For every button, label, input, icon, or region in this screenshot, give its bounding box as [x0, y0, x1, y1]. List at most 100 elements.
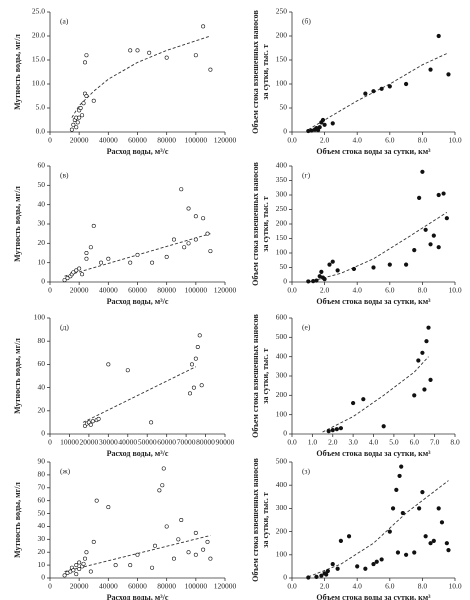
data-point [395, 550, 401, 555]
data-point [423, 227, 428, 232]
y-axis-label: Мутность воды, мг/л [13, 186, 22, 262]
data-point [96, 416, 101, 421]
data-point [188, 391, 193, 396]
data-point [195, 344, 200, 349]
data-point [128, 48, 133, 53]
data-point [314, 278, 319, 283]
x-tick-label: 10.0 [448, 582, 461, 591]
data-point [355, 564, 360, 569]
x-tick-label: 20000 [70, 136, 89, 145]
y-tick-label: 300 [276, 190, 288, 199]
data-point [74, 268, 79, 273]
data-point [135, 252, 140, 257]
data-point [164, 55, 169, 60]
data-point [387, 84, 392, 89]
y-tick-label: 50 [280, 103, 288, 112]
data-point [306, 279, 311, 284]
data-point [208, 556, 213, 561]
data-point [75, 120, 80, 125]
y-tick-label: 200 [276, 526, 288, 535]
data-point [335, 268, 340, 273]
x-tick-label: 10.0 [448, 136, 461, 145]
y-tick-label: 100 [276, 248, 288, 257]
data-point [420, 169, 425, 174]
data-point [439, 520, 445, 525]
y-tick-label: 500 [276, 332, 288, 341]
data-point [306, 575, 311, 580]
data-point [381, 424, 386, 429]
y-tick-label: 10 [38, 560, 46, 569]
data-point [62, 573, 67, 578]
trend-line [308, 480, 449, 578]
data-point [84, 94, 89, 99]
y-tick-label: 200 [276, 31, 288, 40]
data-point [436, 506, 441, 511]
y-tick-label: 10.0 [32, 79, 45, 88]
data-point [363, 91, 368, 96]
data-point [208, 249, 213, 254]
data-point [77, 566, 82, 571]
data-point [197, 333, 202, 338]
x-axis-label: Объем стока воды за сутки, км³ [316, 449, 431, 458]
y-tick-label: 20 [38, 547, 46, 556]
y-tick-label: 5.0 [36, 103, 46, 112]
x-tick-label: 2.0 [320, 286, 330, 295]
data-point [317, 125, 322, 130]
y-axis-label: за сутки, тыс. т [261, 492, 270, 548]
data-point [446, 72, 451, 77]
data-point [71, 122, 76, 127]
data-point [77, 560, 82, 565]
y-tick-label: 50 [280, 262, 288, 271]
data-point [84, 256, 89, 261]
x-tick-label: 0.0 [287, 438, 297, 447]
data-point [125, 368, 130, 373]
data-point [150, 260, 155, 265]
data-point [201, 216, 206, 221]
data-point [338, 426, 344, 431]
y-tick-label: 40 [38, 199, 46, 208]
y-tick-label: 500 [276, 457, 288, 466]
data-point [69, 127, 74, 132]
data-point [436, 245, 441, 250]
data-point [128, 563, 133, 568]
data-point [106, 256, 111, 261]
data-point [394, 487, 399, 492]
data-point [371, 89, 376, 94]
data-point [189, 362, 194, 367]
y-tick-label: 150 [276, 233, 288, 242]
data-point [397, 473, 402, 479]
y-tick-label: 20 [38, 406, 46, 415]
x-tick-label: 6.0 [410, 438, 420, 447]
panel-label: (а) [60, 17, 69, 26]
data-point [182, 245, 187, 250]
y-tick-label: 30 [38, 534, 46, 543]
x-tick-label: 7.0 [430, 438, 440, 447]
y-axis-label: Объем стока взвешенных наносов [251, 10, 260, 134]
panel: 0 10 20 30 40 50 60 70 80 90 0 20000 40000 60000 80000… [13, 457, 237, 600]
y-tick-label: 0 [41, 277, 45, 286]
data-point [420, 350, 425, 355]
data-point [84, 53, 89, 58]
data-point [153, 543, 158, 548]
data-point [80, 113, 85, 118]
data-point [135, 552, 140, 557]
x-tick-label: 0.0 [287, 286, 297, 295]
trend-line [82, 366, 197, 423]
data-point [90, 419, 95, 424]
data-point [201, 24, 206, 29]
trend-line [308, 212, 448, 283]
data-point [94, 498, 99, 503]
data-point [193, 53, 198, 58]
y-tick-label: 200 [276, 219, 288, 228]
data-point [404, 552, 409, 557]
data-point [404, 262, 409, 267]
x-tick-label: 0 [48, 286, 52, 295]
data-point [404, 81, 409, 87]
data-point [88, 569, 93, 574]
y-tick-label: 400 [276, 480, 288, 489]
y-tick-label: 0.0 [36, 127, 46, 136]
data-point [171, 237, 176, 242]
x-tick-label: 0 [48, 582, 52, 591]
panel-label: (з) [302, 467, 310, 476]
data-point [106, 505, 111, 510]
